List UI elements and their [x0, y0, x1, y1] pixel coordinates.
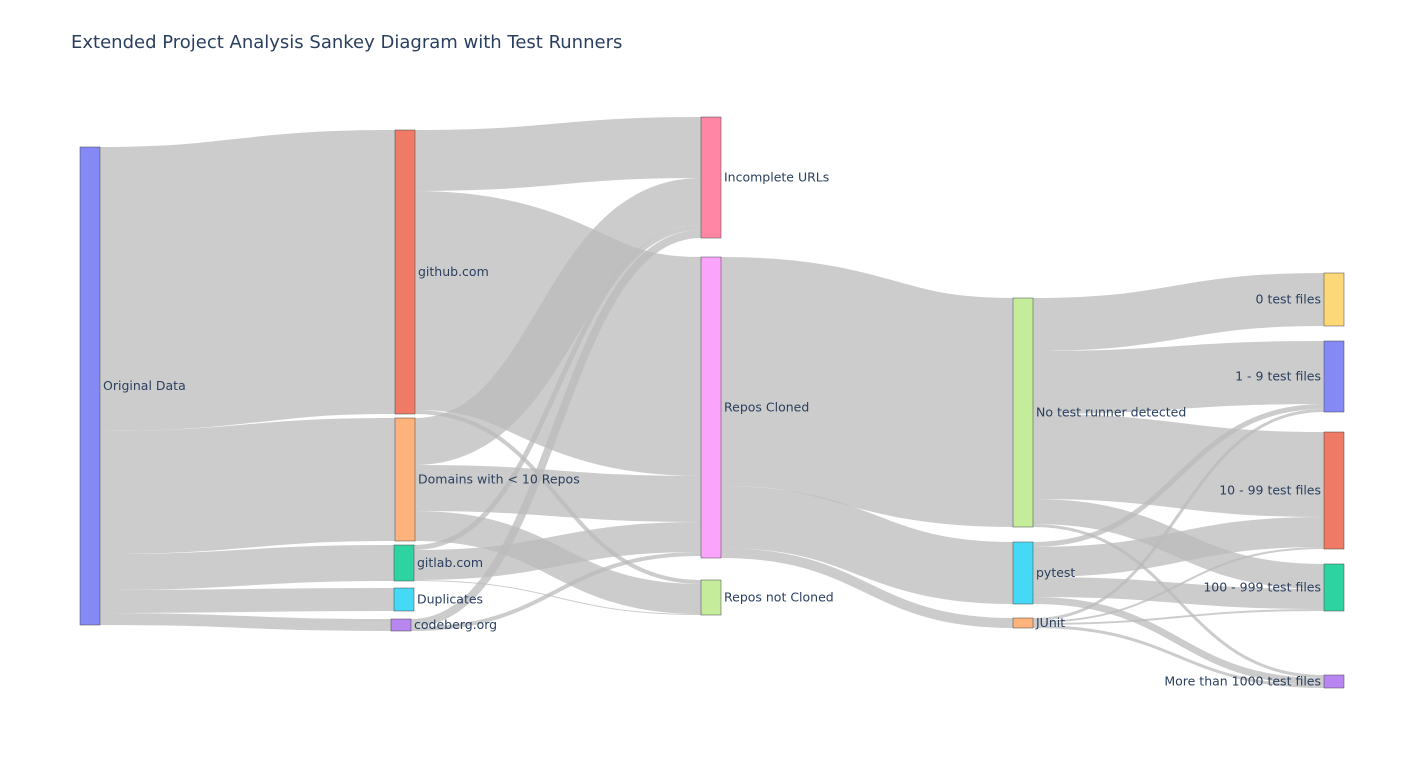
nodes-layer [79, 116, 1345, 689]
link-junit-to-t100_999[interactable] [1032, 609, 1325, 625]
link-github-to-incomplete[interactable] [414, 117, 702, 191]
link-small_domains-to-cloned[interactable] [414, 465, 702, 522]
link-pytest-to-t1_9[interactable] [1032, 404, 1325, 547]
link-original-to-github[interactable] [99, 130, 396, 431]
link-cloned-to-pytest[interactable] [720, 486, 1014, 604]
link-gitlab-to-not_cloned[interactable] [413, 580, 702, 615]
node-label-t1_9: 1 - 9 test files [1235, 369, 1321, 384]
node-gitlab[interactable] [393, 544, 415, 582]
node-duplicates[interactable] [393, 587, 415, 612]
link-original-to-gitlab[interactable] [99, 545, 395, 590]
link-codeberg-to-cloned[interactable] [410, 552, 702, 631]
link-gitlab-to-incomplete[interactable] [413, 225, 702, 550]
node-label-t100_999: 100 - 999 test files [1203, 580, 1321, 595]
links-layer [99, 117, 1325, 688]
node-t1000[interactable] [1323, 674, 1345, 689]
node-label-t1000: More than 1000 test files [1164, 674, 1321, 689]
node-label-pytest: pytest [1036, 565, 1075, 580]
labels-layer: Original Data github.com Domains with < 10… [103, 170, 1321, 689]
link-cloned-to-junit[interactable] [720, 548, 1014, 628]
diagram-title: Extended Project Analysis Sankey Diagram… [71, 32, 623, 53]
node-original[interactable] [79, 146, 101, 626]
link-codeberg-to-incomplete[interactable] [410, 230, 702, 627]
node-label-t10_99: 10 - 99 test files [1219, 483, 1321, 498]
node-not_cloned[interactable] [700, 579, 722, 616]
link-original-to-small_domains[interactable] [99, 418, 396, 554]
link-pytest-to-t1000[interactable] [1032, 597, 1325, 685]
link-pytest-to-t100_999[interactable] [1032, 577, 1325, 609]
node-label-not_cloned: Repos not Cloned [724, 590, 834, 605]
node-pytest[interactable] [1012, 541, 1034, 605]
node-codeberg[interactable] [390, 618, 412, 632]
node-label-cloned: Repos Cloned [724, 400, 809, 415]
node-cloned[interactable] [700, 256, 722, 559]
node-junit[interactable] [1012, 617, 1034, 629]
node-label-no_runner: No test runner detected [1036, 405, 1186, 420]
node-label-small_domains: Domains with < 10 Repos [418, 472, 580, 487]
link-cloned-to-no_runner[interactable] [719, 257, 1015, 527]
link-original-to-codeberg[interactable] [99, 613, 392, 631]
link-no_runner-to-t1_9[interactable] [1032, 341, 1325, 414]
link-junit-to-t1000[interactable] [1032, 625, 1325, 688]
link-original-to-duplicates[interactable] [99, 588, 395, 613]
node-t1_9[interactable] [1323, 340, 1345, 413]
node-t10_99[interactable] [1323, 431, 1345, 550]
node-label-original: Original Data [103, 378, 186, 393]
link-junit-to-t1_9[interactable] [1032, 409, 1325, 621]
node-label-github: github.com [418, 264, 489, 279]
node-incomplete[interactable] [700, 116, 722, 239]
link-gitlab-to-cloned[interactable] [413, 522, 702, 580]
link-small_domains-to-incomplete[interactable] [413, 178, 703, 465]
node-label-incomplete: Incomplete URLs [724, 170, 829, 185]
node-label-t0: 0 test files [1256, 292, 1321, 307]
link-no_runner-to-t0[interactable] [1032, 273, 1325, 351]
node-label-junit: JUnit [1035, 615, 1065, 630]
node-label-duplicates: Duplicates [417, 592, 483, 607]
link-no_runner-to-t10_99[interactable] [1032, 414, 1325, 517]
node-small_domains[interactable] [394, 417, 416, 542]
node-label-codeberg: codeberg.org [414, 617, 497, 632]
node-t100_999[interactable] [1323, 563, 1345, 612]
node-label-gitlab: gitlab.com [417, 555, 483, 570]
link-pytest-to-t10_99[interactable] [1032, 517, 1325, 577]
node-no_runner[interactable] [1012, 297, 1034, 528]
node-github[interactable] [394, 129, 416, 415]
node-t0[interactable] [1323, 272, 1345, 327]
link-junit-to-t10_99[interactable] [1032, 547, 1325, 623]
